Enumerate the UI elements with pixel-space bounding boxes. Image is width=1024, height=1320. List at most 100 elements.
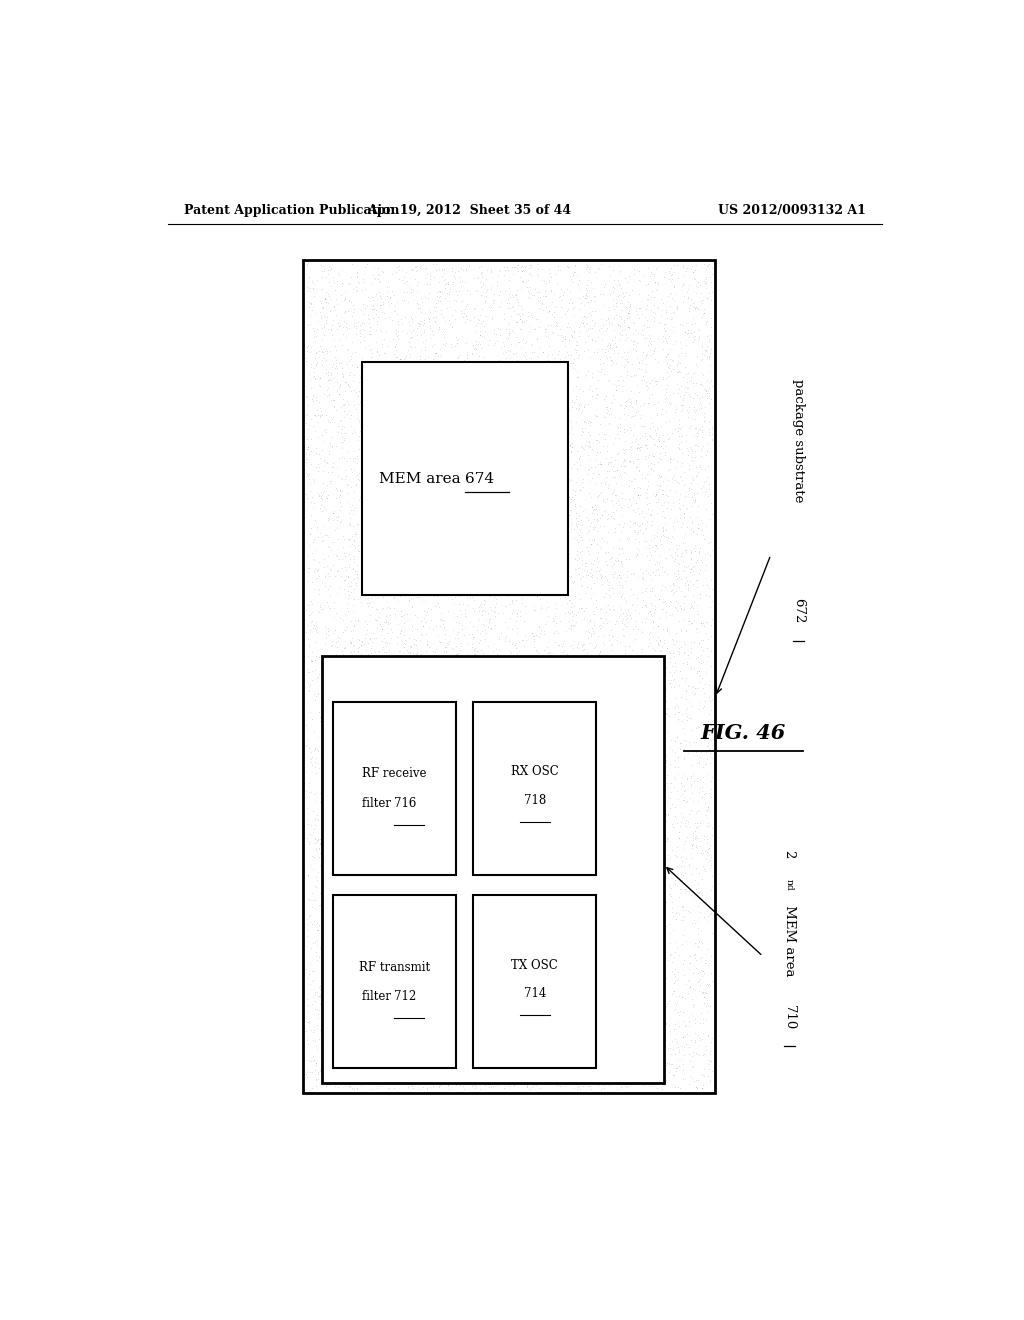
Point bbox=[612, 395, 629, 416]
Point bbox=[565, 453, 582, 474]
Point bbox=[371, 834, 387, 855]
Point bbox=[523, 623, 540, 644]
Point bbox=[474, 326, 490, 347]
Point bbox=[671, 886, 687, 907]
Point bbox=[587, 516, 603, 537]
Point bbox=[379, 381, 395, 403]
Point bbox=[487, 533, 504, 554]
Point bbox=[568, 675, 585, 696]
Point bbox=[693, 395, 710, 416]
Point bbox=[693, 337, 710, 358]
Point bbox=[425, 586, 441, 607]
Point bbox=[314, 531, 331, 552]
Point bbox=[437, 767, 454, 788]
Point bbox=[521, 686, 538, 708]
Point bbox=[299, 628, 315, 649]
Point bbox=[513, 840, 529, 861]
Point bbox=[614, 619, 631, 640]
Point bbox=[624, 1045, 640, 1067]
Point bbox=[621, 598, 637, 619]
Point bbox=[338, 317, 354, 338]
Point bbox=[572, 393, 589, 414]
Point bbox=[668, 469, 684, 490]
Point bbox=[607, 550, 624, 572]
Point bbox=[528, 372, 545, 393]
Point bbox=[350, 927, 367, 948]
Point bbox=[537, 854, 553, 875]
Point bbox=[669, 354, 685, 375]
Point bbox=[395, 985, 412, 1006]
Point bbox=[664, 268, 680, 289]
Point bbox=[595, 950, 611, 972]
Point bbox=[548, 657, 564, 678]
Point bbox=[426, 725, 442, 746]
Point bbox=[615, 462, 632, 483]
Point bbox=[357, 338, 374, 359]
Point bbox=[334, 418, 350, 440]
Point bbox=[541, 777, 557, 799]
Point bbox=[380, 294, 396, 315]
Point bbox=[458, 272, 474, 293]
Point bbox=[604, 484, 621, 506]
Point bbox=[497, 701, 513, 722]
Point bbox=[594, 504, 610, 525]
Point bbox=[331, 315, 347, 337]
Point bbox=[341, 825, 357, 846]
Point bbox=[573, 635, 590, 656]
Point bbox=[557, 579, 573, 601]
Point bbox=[537, 411, 553, 432]
Point bbox=[523, 341, 540, 362]
Point bbox=[346, 841, 362, 862]
Point bbox=[354, 268, 371, 289]
Point bbox=[546, 488, 562, 510]
Point bbox=[427, 1030, 443, 1051]
Point bbox=[479, 565, 496, 586]
Point bbox=[686, 441, 702, 462]
Point bbox=[362, 339, 379, 360]
Point bbox=[562, 325, 579, 346]
Point bbox=[545, 611, 561, 632]
Point bbox=[599, 317, 615, 338]
Point bbox=[343, 348, 359, 370]
Point bbox=[372, 715, 388, 737]
Point bbox=[652, 785, 669, 807]
Point bbox=[369, 873, 385, 894]
Point bbox=[437, 887, 454, 908]
Point bbox=[536, 506, 552, 527]
Point bbox=[414, 392, 430, 413]
Point bbox=[699, 841, 716, 862]
Point bbox=[480, 539, 497, 560]
Point bbox=[316, 565, 333, 586]
Point bbox=[581, 628, 597, 649]
Point bbox=[625, 858, 641, 879]
Point bbox=[630, 1019, 646, 1040]
Point bbox=[499, 948, 515, 969]
Point bbox=[484, 433, 501, 454]
Point bbox=[350, 711, 367, 733]
Point bbox=[633, 1014, 649, 1035]
Point bbox=[608, 492, 625, 513]
Point bbox=[419, 569, 435, 590]
Point bbox=[440, 550, 457, 572]
Point bbox=[433, 743, 450, 764]
Point bbox=[420, 725, 436, 746]
Point bbox=[423, 433, 439, 454]
Point bbox=[495, 550, 511, 572]
Point bbox=[306, 1049, 323, 1071]
Point bbox=[594, 574, 610, 595]
Point bbox=[417, 286, 433, 308]
Point bbox=[397, 374, 414, 395]
Point bbox=[634, 664, 650, 685]
Point bbox=[640, 659, 656, 680]
Point bbox=[671, 1040, 687, 1061]
Point bbox=[672, 879, 688, 900]
Point bbox=[538, 667, 554, 688]
Point bbox=[371, 726, 387, 747]
Point bbox=[328, 1002, 344, 1023]
Point bbox=[683, 631, 699, 652]
Point bbox=[655, 907, 672, 928]
Point bbox=[559, 1060, 575, 1081]
Point bbox=[654, 892, 671, 913]
Point bbox=[585, 1015, 601, 1036]
Point bbox=[302, 356, 318, 378]
